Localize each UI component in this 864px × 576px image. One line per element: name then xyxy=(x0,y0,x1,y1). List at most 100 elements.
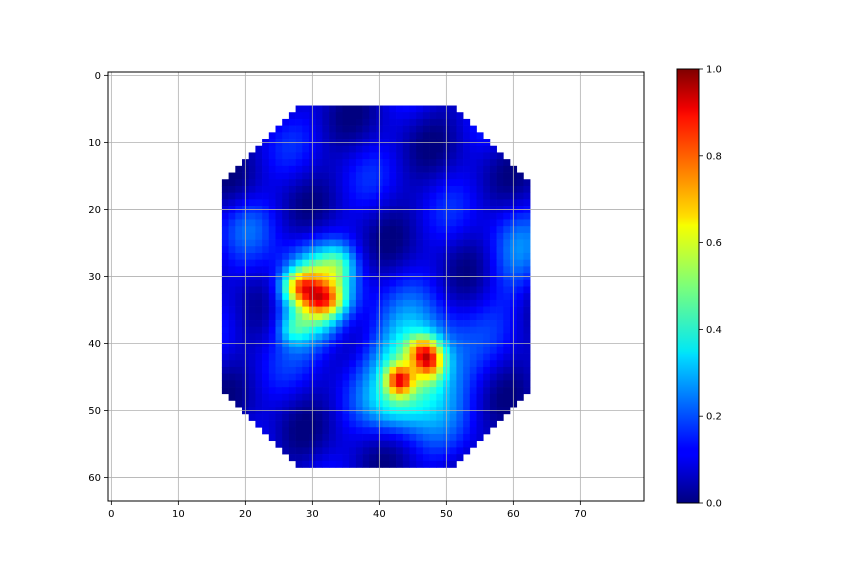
heatmap-cell xyxy=(262,212,270,220)
heatmap-cell xyxy=(483,413,491,421)
heatmap-cell xyxy=(382,212,390,220)
heatmap-cell xyxy=(436,393,444,401)
heatmap-cell xyxy=(275,293,283,301)
heatmap-cell xyxy=(396,246,404,254)
heatmap-cell xyxy=(489,387,497,395)
heatmap-cell xyxy=(449,326,457,334)
heatmap-cell xyxy=(322,393,330,401)
heatmap-cell xyxy=(516,373,524,381)
heatmap-cell xyxy=(275,179,283,187)
heatmap-cell xyxy=(409,226,417,234)
heatmap-cell xyxy=(483,393,491,401)
heatmap-cell xyxy=(282,299,290,307)
heatmap-cell xyxy=(335,299,343,307)
heatmap-cell xyxy=(436,266,444,274)
heatmap-cell xyxy=(282,346,290,354)
heatmap-cell xyxy=(523,279,531,287)
heatmap-cell xyxy=(503,199,511,207)
heatmap-cell xyxy=(382,118,390,126)
heatmap-cell xyxy=(449,353,457,361)
heatmap-cell xyxy=(422,199,430,207)
heatmap-cell xyxy=(523,239,531,247)
heatmap-cell xyxy=(456,313,464,321)
heatmap-cell xyxy=(409,118,417,126)
heatmap-cell xyxy=(349,313,357,321)
heatmap-cell xyxy=(503,333,511,341)
heatmap-cell xyxy=(282,427,290,435)
heatmap-cell xyxy=(362,125,370,133)
heatmap-cell xyxy=(288,179,296,187)
heatmap-cell xyxy=(335,259,343,267)
heatmap-cell xyxy=(516,266,524,274)
heatmap-cell xyxy=(483,165,491,173)
heatmap-cell xyxy=(282,320,290,328)
heatmap-cell xyxy=(275,286,283,294)
heatmap-cell xyxy=(496,279,504,287)
heatmap-cell xyxy=(483,366,491,374)
heatmap-cell xyxy=(449,172,457,180)
heatmap-cell xyxy=(429,252,437,261)
heatmap-cell xyxy=(382,306,390,314)
heatmap-cell xyxy=(429,346,437,354)
heatmap-cell xyxy=(469,306,477,314)
heatmap-cell xyxy=(221,239,229,247)
heatmap-cell xyxy=(329,105,337,113)
heatmap-cell xyxy=(282,199,290,207)
heatmap-cell xyxy=(396,387,404,395)
heatmap-cell xyxy=(315,239,323,247)
heatmap-cell xyxy=(349,259,357,267)
heatmap-cell xyxy=(315,440,323,448)
heatmap-cell xyxy=(416,159,424,167)
heatmap-cell xyxy=(382,159,390,167)
heatmap-cell xyxy=(295,165,303,173)
heatmap-cell xyxy=(275,373,283,381)
heatmap-cell xyxy=(335,400,343,408)
heatmap-cell xyxy=(396,326,404,334)
heatmap-cell xyxy=(389,112,397,120)
heatmap-cell xyxy=(342,112,350,120)
heatmap-cell xyxy=(255,293,263,301)
heatmap-cell xyxy=(235,366,243,374)
heatmap-cell xyxy=(315,393,323,401)
heatmap-cell xyxy=(355,118,363,126)
heatmap-cell xyxy=(342,387,350,395)
heatmap-cell xyxy=(422,293,430,301)
heatmap-cell xyxy=(342,333,350,341)
heatmap-cell xyxy=(228,373,236,381)
heatmap-cell xyxy=(422,132,430,140)
heatmap-cell xyxy=(355,420,363,428)
heatmap-cell xyxy=(483,219,491,227)
heatmap-cell xyxy=(302,112,310,120)
heatmap-cell xyxy=(329,433,337,442)
heatmap-cell xyxy=(516,252,524,261)
heatmap-cell xyxy=(389,219,397,227)
heatmap-cell xyxy=(255,152,263,160)
heatmap-cell xyxy=(288,286,296,294)
heatmap-cell xyxy=(416,279,424,287)
heatmap-cell xyxy=(228,333,236,341)
heatmap-cell xyxy=(362,447,370,455)
heatmap-cell xyxy=(382,427,390,435)
heatmap-cell xyxy=(503,232,511,240)
heatmap-cell xyxy=(349,326,357,334)
heatmap-cell xyxy=(422,159,430,167)
heatmap-cell xyxy=(409,239,417,247)
heatmap-cell xyxy=(469,152,477,160)
heatmap-cell xyxy=(389,212,397,220)
heatmap-cell xyxy=(355,306,363,314)
heatmap-cell xyxy=(382,185,390,193)
heatmap-cell xyxy=(322,159,330,167)
heatmap-cell xyxy=(302,427,310,435)
heatmap-cell xyxy=(275,366,283,374)
heatmap-cell xyxy=(483,353,491,361)
heatmap-cell xyxy=(315,226,323,234)
heatmap-cell xyxy=(235,346,243,354)
heatmap-cell xyxy=(235,293,243,301)
heatmap-cell xyxy=(322,326,330,334)
heatmap-cell xyxy=(221,286,229,294)
heatmap-cell xyxy=(503,360,511,368)
heatmap-cell xyxy=(469,440,477,448)
heatmap-cell xyxy=(282,373,290,381)
heatmap-cell xyxy=(295,105,303,113)
heatmap-cell xyxy=(402,279,410,287)
